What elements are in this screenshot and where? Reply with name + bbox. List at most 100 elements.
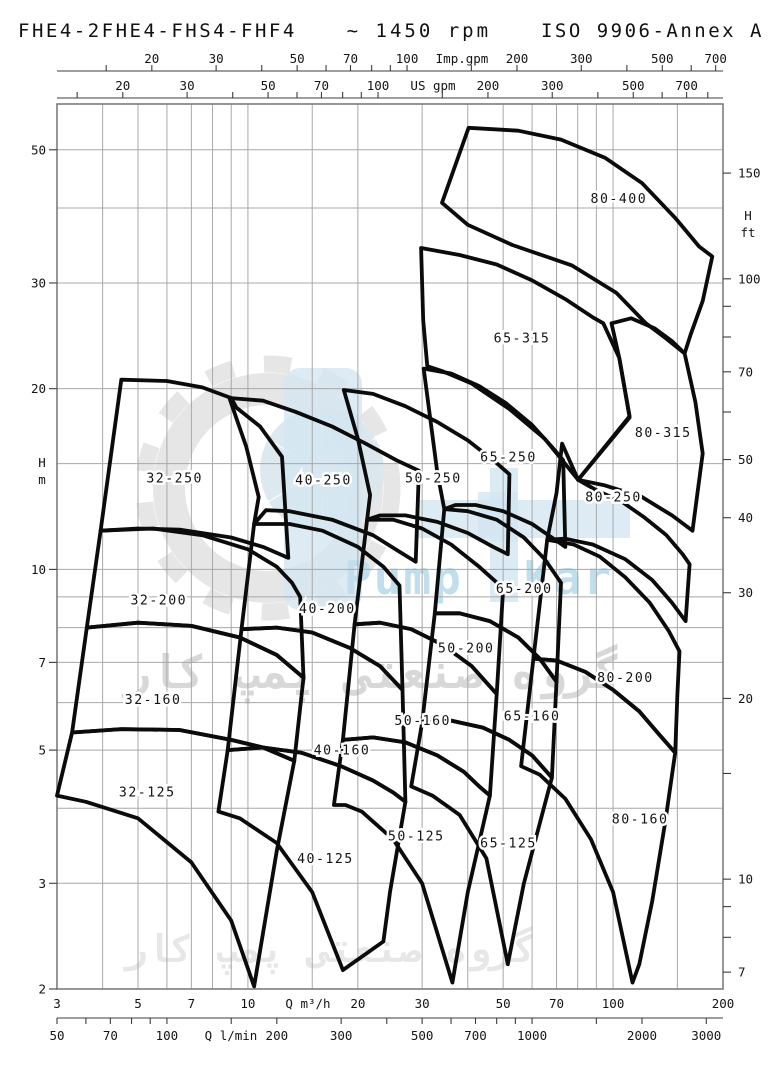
axis-h-ft-label: 150 [738, 166, 761, 181]
axis-us-gpm-label: 100 [367, 78, 390, 93]
region-80-200 [531, 537, 682, 755]
axis-h-m-label: 50 [31, 142, 46, 157]
axis-m3h: 3 5 7 10 20 30 50 70 100 200 Q m³/h [53, 996, 734, 1011]
iso-standard-label: ISO 9906-Annex A [540, 20, 764, 42]
region-80-315 [576, 316, 705, 533]
axis-m3h-label: 5 [134, 996, 142, 1011]
axis-imp-gpm-label: 500 [651, 51, 674, 66]
page-title: FHE4-2FHE4-FHS4-FHF4 [18, 20, 297, 42]
watermark-blue-bar [284, 368, 362, 610]
region-40-200 [239, 522, 405, 692]
axis-h-ft-unit-label: H [744, 208, 752, 223]
axis-imp-gpm-label: 30 [209, 51, 224, 66]
axis-lmin-label: 700 [464, 1028, 487, 1043]
axis-imp-gpm-label: 70 [343, 51, 358, 66]
axis-lmin-label: 3000 [691, 1028, 721, 1043]
region-80-400 [440, 125, 715, 356]
region-label-80-200: 80-200 [597, 671, 654, 686]
region-label-80-160: 80-160 [612, 812, 669, 827]
axis-h-m-label: 20 [31, 381, 46, 396]
region-label-65-200: 65-200 [496, 582, 553, 597]
axis-h-ft-label: 40 [738, 510, 753, 525]
axis-m3h-label: 100 [602, 996, 625, 1011]
axis-h-m-label: 5 [38, 743, 46, 758]
axis-lmin-label: 2000 [627, 1028, 657, 1043]
axis-imp-gpm: 20 30 50 70 100 200 300 500 700 Imp.gpm [57, 51, 727, 72]
region-label-65-315: 65-315 [494, 331, 551, 346]
axis-lmin-label: 100 [156, 1028, 179, 1043]
axis-lmin-label: 50 [49, 1028, 64, 1043]
axis-h-ft-label: 70 [738, 364, 753, 379]
axis-lmin-unit-label: Q l/min [205, 1028, 258, 1043]
region-label-32-160: 32-160 [125, 693, 182, 708]
axis-h-ft-label: 7 [738, 965, 746, 980]
region-label-40-250: 40-250 [295, 473, 352, 488]
axis-us-gpm-label: 50 [261, 78, 276, 93]
axis-us-gpm-unit-label: US gpm [410, 78, 455, 93]
axis-h-m-unit-label: m [38, 472, 46, 487]
axis-m3h-label: 50 [496, 996, 511, 1011]
region-80-250 [545, 441, 692, 623]
axis-m3h-unit-label: Q m³/h [285, 996, 330, 1011]
axis-h-ft-label: 100 [738, 271, 761, 286]
region-65-200 [432, 507, 563, 684]
axis-lmin-label: 500 [411, 1028, 434, 1043]
region-50-200 [352, 517, 506, 696]
axis-h-ft-label: 10 [738, 872, 753, 887]
region-40-250 [227, 396, 421, 564]
region-label-32-250: 32-250 [146, 471, 203, 486]
axis-h-ft-unit-label: ft [740, 225, 755, 240]
axis-h-ft-label: 50 [738, 452, 753, 467]
region-label-80-315: 80-315 [635, 426, 692, 441]
axis-lmin-label: 70 [103, 1028, 118, 1043]
region-label-40-125: 40-125 [297, 852, 354, 867]
axis-us-gpm-label: 700 [675, 78, 698, 93]
axis-lmin: 50 70 100 200 300 500 700 1000 2000 3000 Q l/min [49, 1017, 723, 1043]
axis-us-gpm-label: 200 [477, 78, 500, 93]
axis-h-m-label: 2 [38, 982, 46, 997]
plot-border [56, 103, 724, 990]
region-label-65-160: 65-160 [504, 709, 561, 724]
region-label-50-160: 50-160 [394, 714, 451, 729]
axis-imp-gpm-label: 50 [290, 51, 305, 66]
region-label-32-200: 32-200 [130, 593, 187, 608]
region-32-250 [98, 377, 291, 560]
axis-h-m-label: 30 [31, 275, 46, 290]
axis-lmin-label: 300 [330, 1028, 353, 1043]
axis-m3h-label: 3 [53, 996, 61, 1011]
region-label-80-400: 80-400 [591, 192, 648, 207]
region-label-80-250: 80-250 [585, 491, 642, 506]
axis-h-m-unit-label: H [38, 455, 46, 470]
pump-regions [55, 125, 715, 989]
region-label-50-250: 50-250 [405, 471, 462, 486]
axis-us-gpm-label: 20 [115, 78, 130, 93]
axis-h-ft-label: 20 [738, 691, 753, 706]
region-label-40-160: 40-160 [314, 744, 371, 759]
axis-m3h-label: 10 [240, 996, 255, 1011]
axis-imp-gpm-label: 200 [506, 51, 529, 66]
axis-lmin-label: 1000 [517, 1028, 547, 1043]
region-label-40-200: 40-200 [299, 602, 356, 617]
axis-imp-gpm-label: 20 [144, 51, 159, 66]
axis-us-gpm-label: 300 [541, 78, 564, 93]
axis-us-gpm-label: 500 [622, 78, 645, 93]
axis-m3h-label: 70 [549, 996, 564, 1011]
axis-us-gpm-label: 70 [314, 78, 329, 93]
region-65-315 [419, 246, 632, 482]
watermark-gear-teeth-icon [135, 355, 401, 621]
axis-m3h-label: 20 [350, 996, 365, 1011]
axis-h-m-label: 7 [38, 655, 46, 670]
axis-lmin-label: 200 [266, 1028, 289, 1043]
axis-imp-gpm-label: 700 [704, 51, 727, 66]
axis-us-gpm: 20 30 50 70 100 200 300 500 700 US gpm [57, 78, 723, 99]
axis-m3h-label: 30 [415, 996, 430, 1011]
region-50-250 [341, 388, 512, 557]
axis-m3h-label: 200 [712, 996, 735, 1011]
axis-imp-gpm-label: 300 [570, 51, 593, 66]
watermark-persian-text: گروه صنعتی پمپ کار [121, 643, 622, 704]
axis-h-ft-label: 30 [738, 585, 753, 600]
